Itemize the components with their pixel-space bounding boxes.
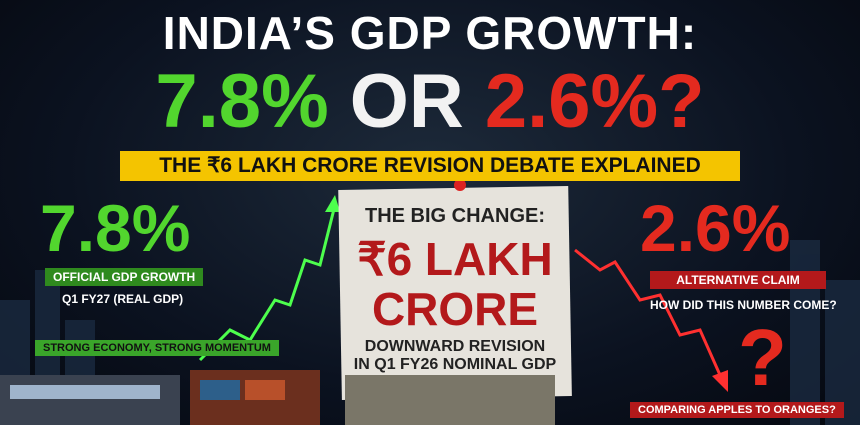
center-amount-1: ₹6 LAKH (357, 233, 553, 285)
banner: THE ₹6 LAKH CRORE REVISION DEBATE EXPLAI… (120, 151, 740, 181)
left-label: OFFICIAL GDP GROWTH (45, 268, 204, 286)
headline-middle: OR (349, 59, 464, 144)
right-mark: ? (738, 313, 787, 402)
right-sublabel: HOW DID THIS NUMBER COME? (650, 298, 837, 312)
right-value: 2.6% (640, 191, 791, 265)
left-tagline: STRONG ECONOMY, STRONG MOMENTUM (35, 340, 279, 356)
right-tagline: COMPARING APPLES TO ORANGES? (630, 402, 844, 418)
headline-left: 7.8% (155, 59, 329, 144)
center-kicker: THE BIG CHANGE: (365, 205, 545, 227)
right-label: ALTERNATIVE CLAIM (650, 271, 826, 289)
headline-right: 2.6%? (484, 59, 705, 144)
title: INDIA’S GDP GROWTH: (162, 7, 698, 59)
left-value: 7.8% (40, 191, 191, 265)
center-card: THE BIG CHANGE: ₹6 LAKH CRORE DOWNWARD R… (340, 205, 570, 374)
center-amount-2: CRORE (371, 283, 539, 335)
left-sublabel: Q1 FY27 (REAL GDP) (62, 292, 184, 306)
headline: 7.8% OR 2.6%? (0, 58, 860, 146)
center-desc-2: IN Q1 FY26 NOMINAL GDP (353, 356, 557, 373)
center-desc-1: DOWNWARD REVISION (364, 338, 546, 355)
